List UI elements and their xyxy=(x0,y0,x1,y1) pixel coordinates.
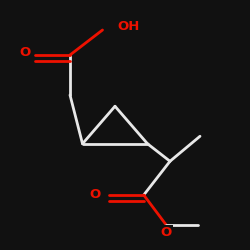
Text: O: O xyxy=(90,188,101,202)
Text: O: O xyxy=(160,226,172,239)
Text: OH: OH xyxy=(118,20,140,33)
Text: O: O xyxy=(20,46,30,59)
